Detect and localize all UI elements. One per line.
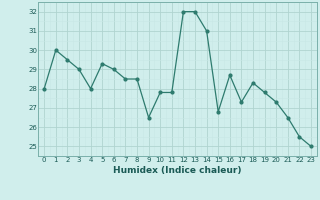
X-axis label: Humidex (Indice chaleur): Humidex (Indice chaleur) — [113, 166, 242, 175]
